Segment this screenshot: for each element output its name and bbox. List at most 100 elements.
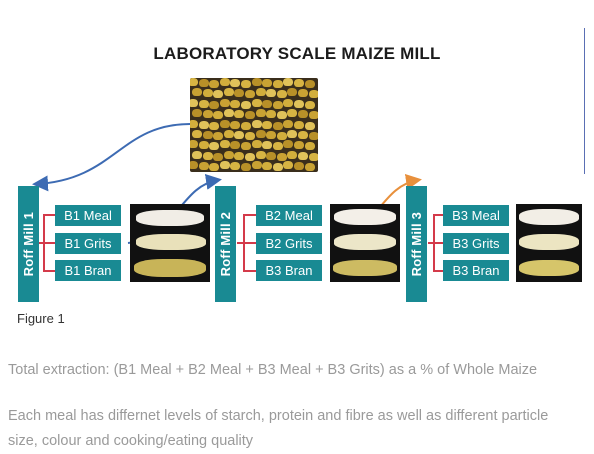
maize-kernel [190,78,198,86]
mill-1-products-photo [130,204,210,282]
maize-kernel [272,163,283,172]
maize-kernel [219,161,230,170]
maize-kernel [230,120,241,129]
mill-1-bar: Roff Mill 1 [18,186,39,302]
maize-kernel [198,99,209,108]
maize-kernel [287,150,298,159]
mill-3-label: Roff Mill 3 [409,211,424,277]
maize-kernel [272,100,283,109]
maize-kernel [213,152,224,161]
maize-kernel [304,121,315,130]
maize-kernel [192,109,202,118]
maize-kernel [190,119,198,128]
maize-kernel [255,88,266,97]
maize-kernel [219,119,230,128]
maize-kernel [308,90,318,99]
maize-kernel [241,142,251,151]
maize-kernel [276,152,287,161]
maize-kernel [245,111,255,120]
quality-text-line-1: Each meal has differnet levels of starch… [8,408,549,424]
maize-kernel [287,130,298,138]
maize-kernel [272,121,283,130]
maize-kernel [283,140,294,149]
maize-kernel [304,100,315,109]
maize-kernel [308,111,318,120]
maize-kernel [251,119,262,128]
maize-kernel [209,163,220,172]
maize-kernel [272,142,283,151]
maize-kernel [241,100,251,109]
maize-kernel [198,141,209,150]
maize-kernel [294,141,304,150]
maize-kernel [294,99,304,108]
vertical-divider [584,28,585,174]
maize-kernel [230,162,241,171]
maize-kernel [251,78,262,86]
maize-kernel [245,152,255,161]
maize-kernel [192,88,202,97]
product-b2-grits: B2 Grits [256,233,322,254]
mill-3-bar: Roff Mill 3 [406,186,427,302]
maize-kernel [266,151,277,160]
maize-kernel [255,109,266,118]
maize-kernel [234,110,245,119]
maize-kernel [251,140,262,149]
maize-kernel [262,99,273,108]
maize-kernel [251,98,262,107]
product-b3-bran: B3 Bran [443,260,509,281]
mill-1-label: Roff Mill 1 [21,211,36,277]
maize-kernel [262,141,273,150]
maize-kernel [262,79,273,87]
maize-kernel [192,130,202,138]
mill-3-products-photo [516,204,582,282]
maize-kernel [283,161,294,170]
maize-kernel [230,141,241,150]
maize-kernel [190,140,198,149]
product-b3-meal: B3 Meal [443,205,509,226]
maize-kernel [298,151,308,160]
flow-arrows [32,123,422,244]
mill-2-products-photo [330,204,400,282]
maize-kernel [245,132,255,140]
maize-kernel [283,78,294,86]
maize-kernel [202,151,213,160]
maize-kernel [198,120,209,129]
maize-kernel [294,162,304,171]
diagram-title: LABORATORY SCALE MAIZE MILL [153,44,441,63]
maize-kernel [209,142,220,151]
maize-kernel [202,131,213,139]
maize-kernel [230,79,241,87]
maize-kernel [304,80,315,88]
maize-kernel [251,161,262,170]
maize-kernel [266,89,277,98]
maize-kernel [223,150,234,159]
maize-kernel [308,132,318,140]
maize-kernel [219,98,230,107]
maize-kernel [223,88,234,97]
maize-kernel [245,90,255,99]
figure-caption: Figure 1 [17,311,65,326]
maize-kernel [276,90,287,99]
maize-kernel [223,130,234,138]
maize-kernel [219,78,230,86]
maize-kernel [234,89,245,98]
maize-kernel [198,79,209,87]
quality-text-line-2: size, colour and cooking/eating quality [8,433,254,449]
maize-kernel [219,140,230,149]
maize-kernel [308,152,318,161]
maize-kernel [294,120,304,129]
maize-kernel [198,162,209,171]
extraction-text: Total extraction: (B1 Meal + B2 Meal + B… [8,362,538,378]
maize-kernel [213,111,224,120]
product-b1-meal: B1 Meal [55,205,121,226]
maize-kernel [202,89,213,98]
maize-kernel [234,151,245,160]
maize-kernel [266,131,277,139]
maize-kernel [213,90,224,99]
maize-kernel [202,110,213,119]
maize-kernel [190,161,198,170]
maize-kernel [213,132,224,140]
maize-kernel [298,131,308,139]
maize-kernel [241,121,251,130]
maize-kernel [262,120,273,129]
